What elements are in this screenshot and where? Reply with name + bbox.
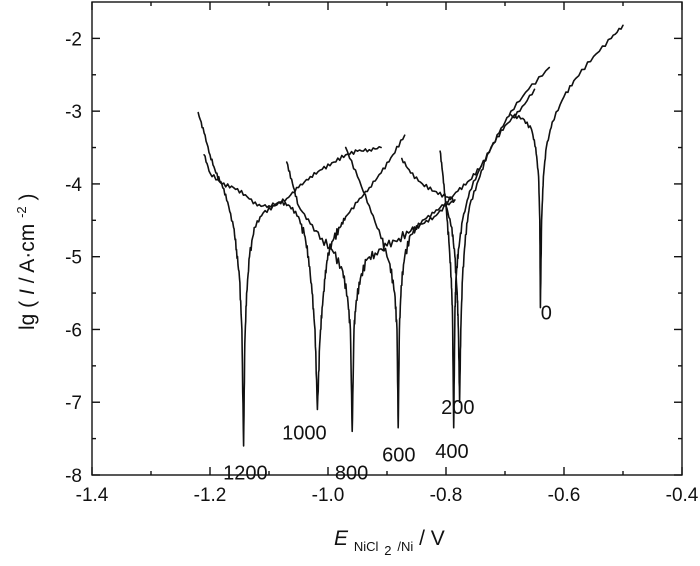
x-axis-title-subtail: /Ni (397, 539, 413, 554)
curve-800 (285, 157, 456, 433)
x-tick-label: -1.0 (312, 485, 345, 506)
curve-label-400: 400 (435, 441, 468, 463)
y-tick-label: -8 (65, 466, 82, 487)
curve-label-0: 0 (541, 303, 552, 325)
x-tick-label: -0.8 (430, 485, 463, 506)
x-axis-title: E NiCl 2 /Ni / V (334, 527, 445, 560)
y-tick-label: -5 (65, 248, 82, 269)
x-axis-title-unit: / V (419, 527, 445, 550)
y-tick-label: -7 (65, 393, 82, 414)
curve-label-1000: 1000 (282, 423, 327, 445)
curve-400 (439, 88, 536, 429)
curve-1200 (197, 111, 382, 447)
ticks: -1.4 -1.2 -1.0 -0.8 -0.6 -0.4 -8 -7 -6 -5 -4 -3 -2 (65, 2, 699, 506)
x-tick-label: -1.4 (76, 485, 109, 506)
y-axis-title-prefix: lg ( (16, 301, 39, 330)
curve-1000 (203, 134, 406, 411)
curve-label-200: 200 (441, 397, 474, 419)
y-axis-title: lg ( I / A·cm -2 ) (8, 194, 39, 330)
y-axis-title-mid: / A·cm (16, 224, 39, 284)
y-tick-label: -6 (65, 320, 82, 341)
curve-200 (445, 66, 551, 404)
x-axis-title-subsub: 2 (384, 543, 391, 558)
plot-frame (91, 1, 683, 476)
x-tick-label: -0.4 (666, 485, 699, 506)
curve-labels: 0 200 400 600 800 1000 1200 (223, 303, 552, 485)
y-tick-label: -4 (65, 175, 82, 196)
curve-0 (510, 24, 624, 309)
curve-label-1200: 1200 (223, 463, 268, 485)
x-tick-label: -1.2 (194, 485, 227, 506)
y-axis-title-sup: -2 (14, 206, 29, 218)
curve-600 (344, 146, 483, 429)
y-axis-title-italic: I (16, 289, 39, 295)
curves (197, 24, 624, 447)
curve-label-600: 600 (382, 445, 415, 467)
x-axis-title-sub: NiCl (354, 539, 379, 554)
axes (91, 1, 683, 476)
y-tick-label: -2 (65, 29, 82, 50)
curve-label-800: 800 (335, 463, 368, 485)
y-axis-title-suffix: ) (16, 194, 39, 201)
x-axis-title-main: E (334, 527, 349, 550)
x-tick-label: -0.6 (548, 485, 581, 506)
y-tick-label: -3 (65, 102, 82, 123)
